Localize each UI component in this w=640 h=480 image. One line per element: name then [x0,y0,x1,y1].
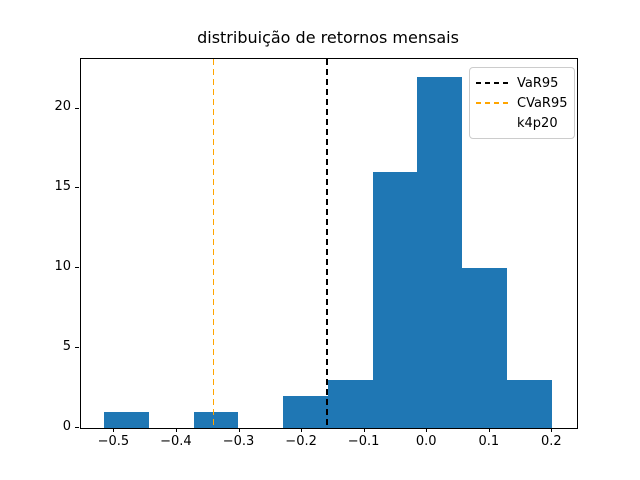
vline-var95 [326,59,328,428]
x-tick-label: −0.3 [222,434,255,449]
x-tick-label: 0.2 [540,434,562,449]
x-tick-label: −0.5 [97,434,130,449]
x-tick [551,428,553,432]
y-tick-label: 10 [54,258,71,274]
x-tick-label: −0.2 [285,434,317,449]
chart-title: distribuição de retornos mensais [197,28,459,47]
x-tick-label: −0.1 [347,434,380,449]
y-tick [75,267,79,269]
histogram-bar [417,76,463,428]
x-tick [113,428,115,432]
legend-empty-handle [476,122,508,124]
legend-label: CVaR95 [517,95,568,111]
histogram-bar [104,412,149,428]
y-tick-label: 0 [62,418,71,434]
histogram-bar [506,380,552,428]
x-tick [426,428,428,432]
histogram-bar [462,268,507,428]
legend-entry: VaR95 [476,73,568,93]
x-tick [363,428,365,432]
y-tick-label: 15 [54,178,71,194]
plot-area: VaR95 CVaR95 k4p20 [80,58,578,429]
x-tick [175,428,177,432]
legend-dashed-line-icon [476,102,508,104]
y-tick-label: 5 [62,338,71,354]
y-tick [75,347,79,349]
x-tick-label: 0.1 [478,434,500,449]
y-tick [75,107,79,109]
histogram-bar [193,412,239,428]
legend-label: VaR95 [517,75,559,91]
legend-dashed-line-icon [476,82,508,84]
x-tick-label: 0.0 [415,434,437,449]
legend-entry: k4p20 [476,113,568,133]
x-tick [488,428,490,432]
y-tick-label: 20 [54,99,71,114]
x-tick [238,428,240,432]
histogram-bar [283,396,328,428]
x-tick-label: −0.4 [160,434,192,449]
histogram-bar [372,172,418,428]
y-tick [75,427,79,428]
x-tick [301,428,303,432]
vline-cvar95 [212,59,214,428]
legend-label: k4p20 [517,115,558,131]
legend: VaR95 CVaR95 k4p20 [469,67,575,139]
y-tick [75,187,79,189]
legend-entry: CVaR95 [476,93,568,113]
histogram-bar [327,380,373,428]
